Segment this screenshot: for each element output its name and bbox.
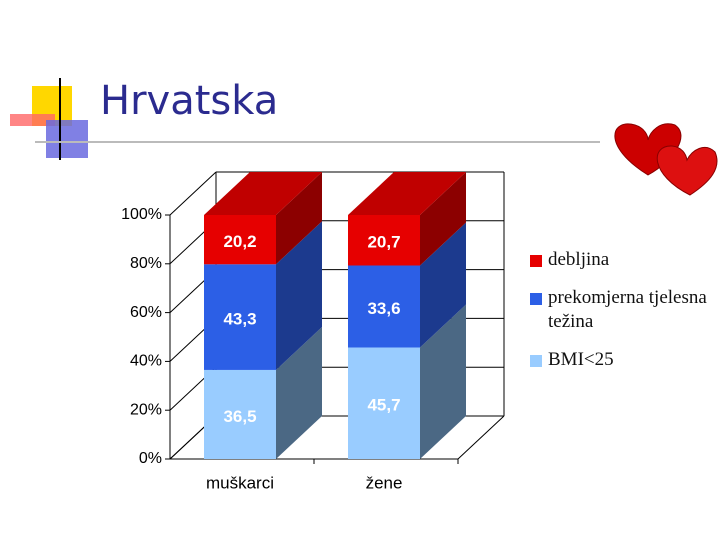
bar-side [420,222,466,348]
value-label: 36,5 [223,407,256,426]
y-tick-label: 60% [130,304,162,321]
y-tick-label: 80% [130,255,162,272]
value-label: 43,3 [223,310,256,329]
legend-item: BMI<25 [530,348,715,372]
legend-label: BMI<25 [548,349,614,370]
bar-side [276,221,322,370]
bar-top [348,172,466,215]
y-tick-label: 40% [130,353,162,370]
slide-title: Hrvatska [100,78,279,124]
legend-item: prekomjerna tjelesna težina [530,286,715,334]
y-tick-label: 20% [130,401,162,418]
legend-label: prekomjerna tjelesna težina [548,287,707,332]
ornament [10,114,55,126]
bar-segment [204,369,276,459]
bar-segment [204,215,276,265]
value-label: 45,7 [367,396,400,415]
legend-label: debljina [548,249,610,270]
bar-segment [348,347,420,459]
value-label: 20,7 [367,233,400,252]
bar-segment [348,265,420,348]
y-tick-label: 0% [139,450,162,467]
bar-side [420,304,466,459]
bar-segment [348,215,420,266]
legend-swatch [530,255,542,267]
x-tick-label: muškarci [206,473,274,492]
bar-segment [204,264,276,370]
y-tick-label: 100% [121,206,162,223]
heart [656,145,718,196]
ornament [46,120,88,158]
bar-side [420,172,466,266]
value-label: 33,6 [367,299,400,318]
bar-side [276,326,322,459]
value-label: 20,2 [223,232,256,251]
x-tick-label: žene [366,473,403,492]
legend: debljina prekomjerna tjelesna težina BMI<2… [530,248,715,386]
axis [457,415,505,460]
grid-line [169,171,217,216]
legend-swatch [530,355,542,367]
legend-item: debljina [530,248,715,272]
legend-swatch [530,293,542,305]
bar-top [204,172,322,215]
bar-side [276,172,322,265]
